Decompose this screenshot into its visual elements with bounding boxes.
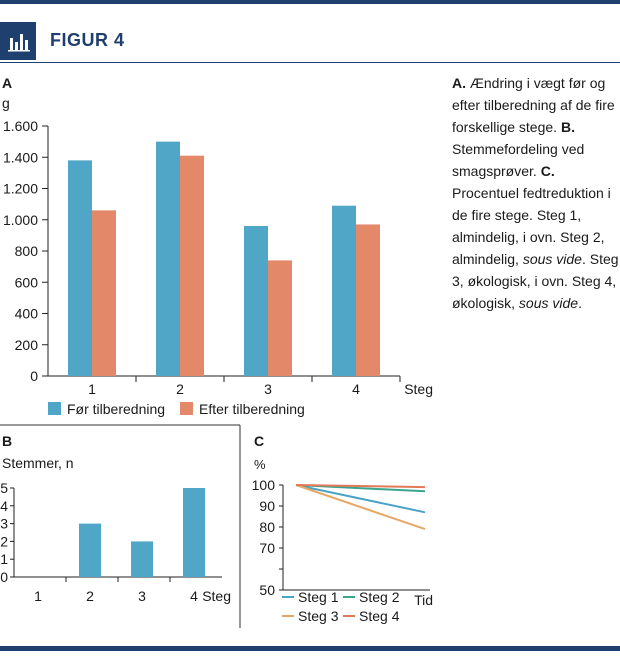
panel-a-xtick-label: 3 — [264, 381, 272, 397]
panel-b-ytick-label: 4 — [0, 498, 8, 514]
panel-c-legend-label: Steg 2 — [359, 589, 400, 605]
panel-b-ytick-label: 2 — [0, 533, 8, 549]
panel-a-ytick-label: 800 — [15, 243, 39, 259]
panel-b-bar — [79, 523, 101, 577]
panel-c-ytick-label: 100 — [252, 477, 276, 493]
panel-a-ylabel: g — [2, 95, 10, 111]
top-bar — [0, 0, 620, 4]
panel-b-ytick-label: 3 — [0, 516, 8, 532]
panel-a-bar — [244, 226, 268, 376]
panel-a-bar — [92, 210, 116, 376]
figure-header: FIGUR 4 — [0, 22, 620, 60]
header-rule — [0, 62, 620, 63]
panel-b-ytick-label: 1 — [0, 551, 8, 567]
panel-b-xtick-label: 1 — [34, 588, 42, 604]
panel-a-ytick-label: 400 — [15, 306, 39, 322]
caption-sous-vide-2: sous vide — [518, 295, 579, 311]
panel-b-bar — [131, 541, 153, 577]
panel-b-ytick-label: 0 — [0, 569, 8, 585]
panel-a-xtick-label: 1 — [88, 381, 96, 397]
panel-c-series-line — [295, 484, 426, 531]
caption-b-text: Stemmefordeling ved smagsprøver. — [452, 141, 585, 179]
panel-a-legend-label: Efter tilberedning — [199, 401, 305, 417]
figure-caption: A. Ændring i vægt før og efter tilberedn… — [452, 72, 620, 314]
bottom-bar — [0, 646, 620, 651]
panel-a-bar — [180, 155, 204, 376]
panel-a-ytick-label: 600 — [15, 274, 39, 290]
bar-chart-icon — [0, 22, 36, 60]
panel-a-legend-label: Før tilberedning — [67, 401, 165, 417]
panel-c-ytick-label: 50 — [259, 582, 275, 598]
panel-c-ytick-label: 70 — [259, 540, 275, 556]
panel-c-legend-label: Steg 4 — [359, 608, 400, 624]
figure-title: FIGUR 4 — [50, 30, 125, 50]
panel-c-label: C — [254, 433, 264, 449]
panel-b-xlabel: Steg — [202, 588, 231, 604]
panel-b-ytick-label: 5 — [0, 480, 8, 496]
panel-c-xlabel: Tid — [414, 592, 433, 608]
panel-a-label: A — [2, 75, 12, 91]
caption-c-text: Procentuel fedtreduktion i de fire stege… — [452, 185, 611, 267]
panel-b-xtick-label: 3 — [138, 588, 146, 604]
panel-a-ytick-label: 200 — [15, 337, 39, 353]
panel-c-series-line — [295, 484, 426, 489]
panel-b-label: B — [2, 433, 12, 449]
panel-c-legend-label: Steg 3 — [298, 608, 339, 624]
panel-a-xtick-label: 2 — [176, 381, 184, 397]
panel-c-ytick-label: 80 — [259, 519, 275, 535]
caption-b-label: B. — [560, 119, 575, 135]
caption-sous-vide-1: sous vide — [522, 251, 582, 267]
panel-a-ytick-label: 1.600 — [3, 118, 38, 134]
panel-b-xtick-label: 4 — [190, 588, 198, 604]
panel-b-bar — [183, 488, 205, 577]
panel-a-xlabel: Steg — [404, 381, 433, 397]
panel-a-bar — [268, 260, 292, 376]
panel-a-bar — [356, 224, 380, 376]
panel-a-bar — [332, 205, 356, 376]
caption-end: . — [578, 295, 582, 311]
panel-c-legend-label: Steg 1 — [298, 589, 339, 605]
panel-c-series-line — [295, 484, 426, 514]
panel-b-ylabel: Stemmer, n — [2, 455, 74, 471]
panel-a-bar — [68, 160, 92, 376]
panel-a-legend-swatch — [48, 402, 61, 415]
panel-a-xtick-label: 4 — [352, 381, 360, 397]
panel-c-ytick-label: 90 — [259, 498, 275, 514]
panel-a-legend-swatch — [180, 402, 193, 415]
panel-a-ytick-label: 1.200 — [3, 181, 38, 197]
panel-a-ytick-label: 1.400 — [3, 149, 38, 165]
panel-a-ytick-label: 0 — [30, 368, 38, 384]
panel-a-ytick-label: 1.000 — [3, 212, 38, 228]
caption-c-text2: . Steg 3, økologisk, i ovn. Steg 4, økol… — [452, 251, 619, 311]
caption-a-text: Ændring i vægt før og efter tilberedning… — [452, 75, 615, 135]
caption-c-label: C. — [540, 163, 555, 179]
caption-a-label: A. — [452, 75, 466, 91]
panel-b-xtick-label: 2 — [86, 588, 94, 604]
panel-c-ylabel: % — [254, 457, 266, 472]
panel-a-bar — [156, 141, 180, 376]
